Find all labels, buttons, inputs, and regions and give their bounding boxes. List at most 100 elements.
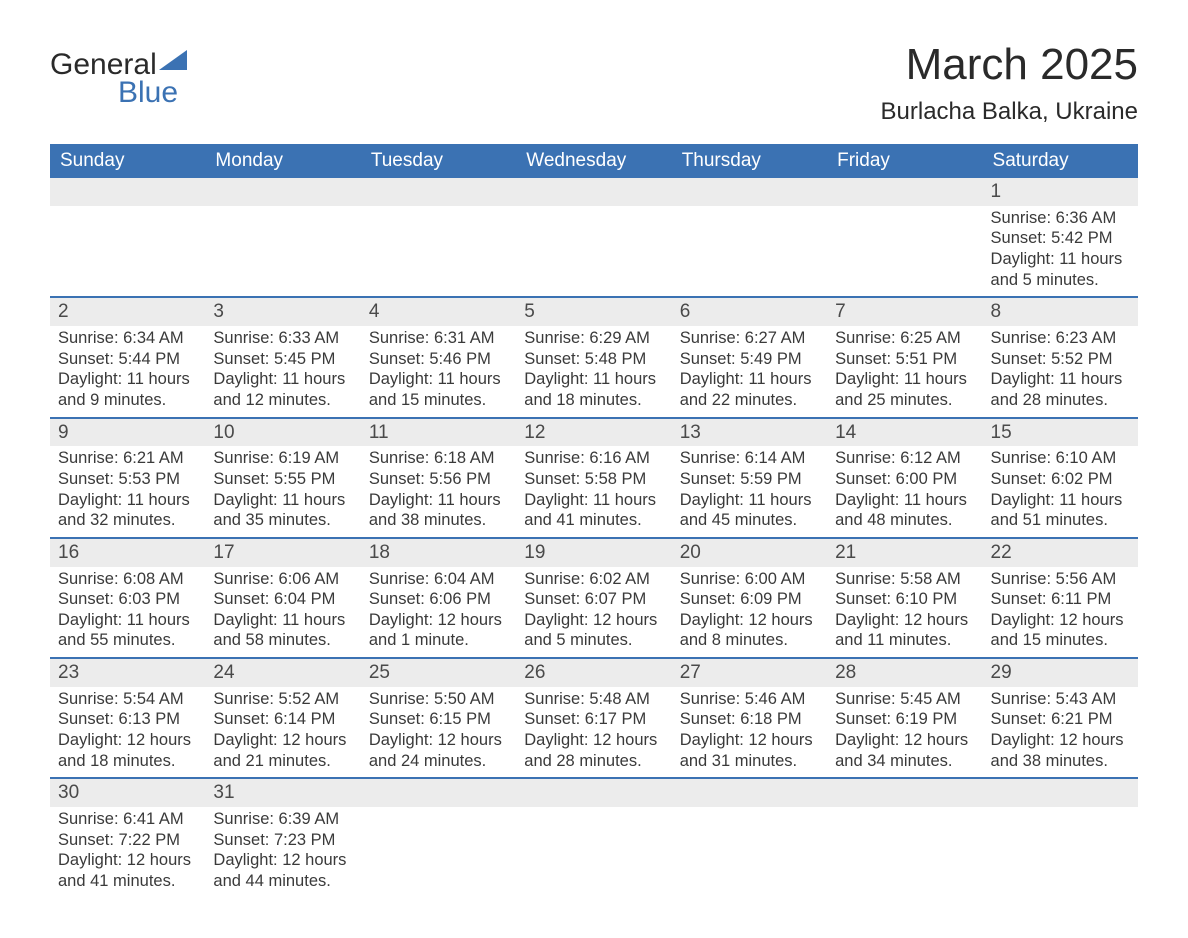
- sunset-text: Sunset: 5:56 PM: [369, 469, 508, 490]
- day-number: 20: [672, 538, 827, 567]
- day1-text: Daylight: 12 hours: [213, 850, 352, 871]
- day2-text: and 38 minutes.: [369, 510, 508, 531]
- day-number: 30: [50, 778, 205, 807]
- day-cell: [516, 206, 671, 298]
- day1-text: Daylight: 12 hours: [991, 610, 1130, 631]
- daynum-row: 3031: [50, 778, 1138, 807]
- day-cell: [827, 206, 982, 298]
- day-cell: [827, 807, 982, 898]
- sunset-text: Sunset: 5:44 PM: [58, 349, 197, 370]
- sunrise-text: Sunrise: 5:45 AM: [835, 689, 974, 710]
- day2-text: and 28 minutes.: [991, 390, 1130, 411]
- calendar-thead: Sunday Monday Tuesday Wednesday Thursday…: [50, 144, 1138, 178]
- calendar-table: Sunday Monday Tuesday Wednesday Thursday…: [50, 144, 1138, 898]
- day-cell: [983, 807, 1138, 898]
- sunset-text: Sunset: 6:04 PM: [213, 589, 352, 610]
- day-header: Tuesday: [361, 144, 516, 178]
- day2-text: and 18 minutes.: [58, 751, 197, 772]
- sunrise-text: Sunrise: 5:43 AM: [991, 689, 1130, 710]
- day1-text: Daylight: 11 hours: [58, 610, 197, 631]
- sunrise-text: Sunrise: 6:02 AM: [524, 569, 663, 590]
- day-cell: Sunrise: 6:25 AMSunset: 5:51 PMDaylight:…: [827, 326, 982, 418]
- sunset-text: Sunset: 5:42 PM: [991, 228, 1130, 249]
- day-number: 14: [827, 418, 982, 447]
- day-cell: Sunrise: 5:56 AMSunset: 6:11 PMDaylight:…: [983, 567, 1138, 659]
- sunset-text: Sunset: 5:52 PM: [991, 349, 1130, 370]
- day-cell: Sunrise: 6:33 AMSunset: 5:45 PMDaylight:…: [205, 326, 360, 418]
- day-number: 28: [827, 658, 982, 687]
- day1-text: Daylight: 11 hours: [680, 369, 819, 390]
- sunrise-text: Sunrise: 6:18 AM: [369, 448, 508, 469]
- day1-text: Daylight: 12 hours: [58, 850, 197, 871]
- day1-text: Daylight: 11 hours: [524, 369, 663, 390]
- day-number: 31: [205, 778, 360, 807]
- day2-text: and 35 minutes.: [213, 510, 352, 531]
- sunset-text: Sunset: 6:03 PM: [58, 589, 197, 610]
- day1-text: Daylight: 11 hours: [991, 490, 1130, 511]
- sunset-text: Sunset: 6:10 PM: [835, 589, 974, 610]
- sunrise-text: Sunrise: 6:25 AM: [835, 328, 974, 349]
- day-cell: Sunrise: 5:46 AMSunset: 6:18 PMDaylight:…: [672, 687, 827, 779]
- info-row: Sunrise: 6:36 AMSunset: 5:42 PMDaylight:…: [50, 206, 1138, 298]
- day-cell: Sunrise: 6:00 AMSunset: 6:09 PMDaylight:…: [672, 567, 827, 659]
- sunrise-text: Sunrise: 5:48 AM: [524, 689, 663, 710]
- daynum-row: 23242526272829: [50, 658, 1138, 687]
- sunrise-text: Sunrise: 6:33 AM: [213, 328, 352, 349]
- day-number: 1: [983, 178, 1138, 206]
- day-cell: Sunrise: 6:16 AMSunset: 5:58 PMDaylight:…: [516, 446, 671, 538]
- day2-text: and 15 minutes.: [369, 390, 508, 411]
- sunrise-text: Sunrise: 6:36 AM: [991, 208, 1130, 229]
- day-number: [361, 778, 516, 807]
- day-number: 29: [983, 658, 1138, 687]
- day1-text: Daylight: 11 hours: [369, 369, 508, 390]
- day1-text: Daylight: 12 hours: [680, 730, 819, 751]
- sunrise-text: Sunrise: 6:08 AM: [58, 569, 197, 590]
- logo: General Blue: [50, 50, 187, 108]
- sunset-text: Sunset: 5:48 PM: [524, 349, 663, 370]
- day-cell: Sunrise: 6:10 AMSunset: 6:02 PMDaylight:…: [983, 446, 1138, 538]
- day-number: 6: [672, 297, 827, 326]
- day-number: 12: [516, 418, 671, 447]
- day1-text: Daylight: 12 hours: [369, 730, 508, 751]
- sunset-text: Sunset: 6:07 PM: [524, 589, 663, 610]
- day2-text: and 31 minutes.: [680, 751, 819, 772]
- month-title: March 2025: [881, 40, 1138, 90]
- day-number: [827, 178, 982, 206]
- day-number: 4: [361, 297, 516, 326]
- day-header: Saturday: [983, 144, 1138, 178]
- sunset-text: Sunset: 5:51 PM: [835, 349, 974, 370]
- day-number: [672, 778, 827, 807]
- daynum-row: 1: [50, 178, 1138, 206]
- day1-text: Daylight: 11 hours: [58, 369, 197, 390]
- day-cell: Sunrise: 5:48 AMSunset: 6:17 PMDaylight:…: [516, 687, 671, 779]
- day-cell: Sunrise: 5:54 AMSunset: 6:13 PMDaylight:…: [50, 687, 205, 779]
- day1-text: Daylight: 12 hours: [835, 610, 974, 631]
- info-row: Sunrise: 5:54 AMSunset: 6:13 PMDaylight:…: [50, 687, 1138, 779]
- title-block: March 2025 Burlacha Balka, Ukraine: [881, 40, 1138, 126]
- day1-text: Daylight: 11 hours: [213, 610, 352, 631]
- sunset-text: Sunset: 6:21 PM: [991, 709, 1130, 730]
- day-header: Sunday: [50, 144, 205, 178]
- sunset-text: Sunset: 6:02 PM: [991, 469, 1130, 490]
- day1-text: Daylight: 12 hours: [369, 610, 508, 631]
- day2-text: and 41 minutes.: [524, 510, 663, 531]
- day-cell: [516, 807, 671, 898]
- day-number: 5: [516, 297, 671, 326]
- day-number: [361, 178, 516, 206]
- sunrise-text: Sunrise: 5:58 AM: [835, 569, 974, 590]
- day-cell: Sunrise: 6:02 AMSunset: 6:07 PMDaylight:…: [516, 567, 671, 659]
- logo-triangle-icon: [159, 50, 187, 70]
- day2-text: and 24 minutes.: [369, 751, 508, 772]
- sunrise-text: Sunrise: 6:12 AM: [835, 448, 974, 469]
- day-cell: Sunrise: 5:52 AMSunset: 6:14 PMDaylight:…: [205, 687, 360, 779]
- day1-text: Daylight: 12 hours: [991, 730, 1130, 751]
- day1-text: Daylight: 11 hours: [991, 249, 1130, 270]
- day2-text: and 32 minutes.: [58, 510, 197, 531]
- day-cell: Sunrise: 5:45 AMSunset: 6:19 PMDaylight:…: [827, 687, 982, 779]
- day2-text: and 58 minutes.: [213, 630, 352, 651]
- info-row: Sunrise: 6:34 AMSunset: 5:44 PMDaylight:…: [50, 326, 1138, 418]
- sunset-text: Sunset: 5:59 PM: [680, 469, 819, 490]
- day1-text: Daylight: 11 hours: [58, 490, 197, 511]
- day2-text: and 34 minutes.: [835, 751, 974, 772]
- day-number: 26: [516, 658, 671, 687]
